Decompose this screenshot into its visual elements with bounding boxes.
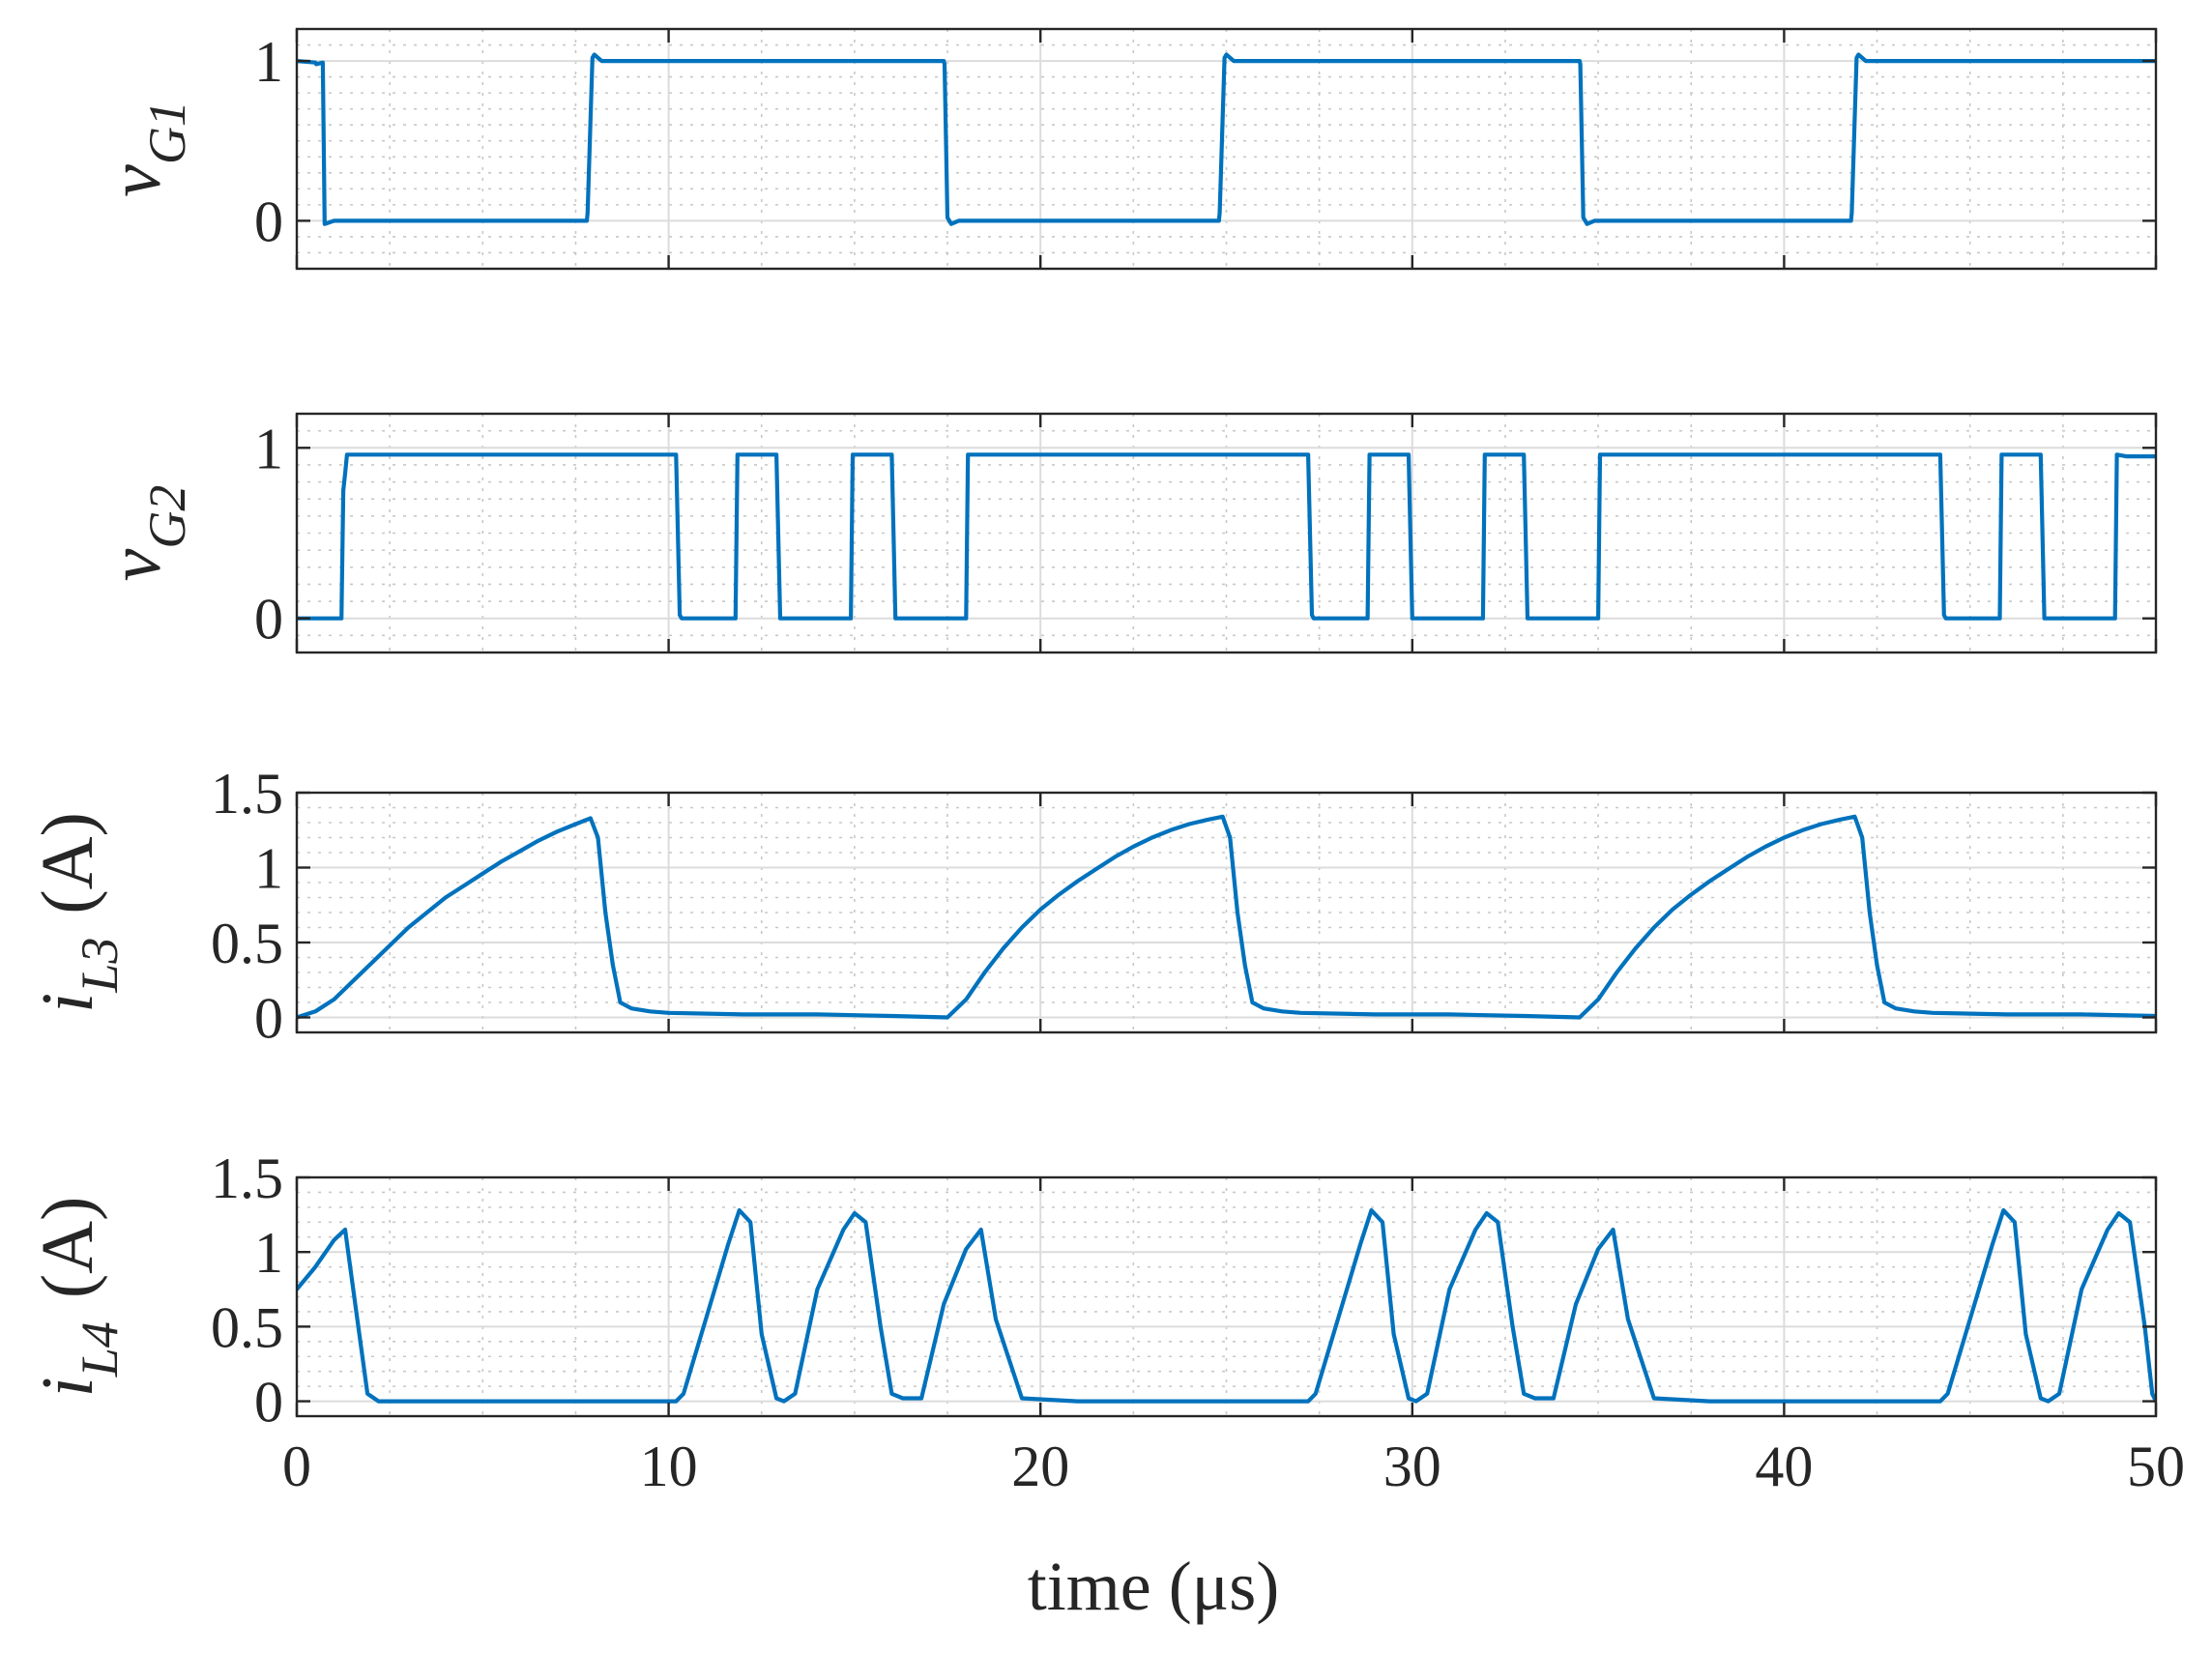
subplot-vG1: 0 1 vG1: [95, 27, 2158, 271]
y-axis-label: vG2: [95, 485, 196, 582]
series-line-iL4: [297, 1207, 2156, 1404]
series-line-vG2: [297, 452, 2156, 621]
axes-frame: [295, 27, 2158, 271]
y-tick-label: 0: [254, 588, 283, 652]
y-tick-label: 1.5: [211, 762, 283, 826]
x-tick-label: 20: [1011, 1435, 1069, 1498]
y-tick-label: 1: [254, 1221, 283, 1285]
grid-vG2: [296, 413, 2157, 653]
y-axis-label: iL3(A): [27, 812, 129, 1013]
subplot-iL4: 0 0.5 1 1.5 iL4(A): [27, 1146, 2158, 1435]
x-axis-label: time (μs): [1028, 1548, 1280, 1625]
y-tick-label: 0: [254, 189, 283, 253]
x-tick-label: 40: [1755, 1435, 1813, 1498]
y-tick-label: 0: [254, 987, 283, 1051]
series-line-vG1: [297, 52, 2156, 226]
y-tick-label: 1: [254, 417, 283, 480]
x-tick-label: 50: [2127, 1435, 2185, 1498]
subplot-vG2: 0 1 vG2: [95, 412, 2158, 654]
x-tick-label: 10: [640, 1435, 698, 1498]
x-tick-labels: 0 10 20 30 40 50: [282, 1435, 2185, 1498]
axes-frame: [295, 791, 2158, 1034]
axes-frame: [295, 412, 2158, 654]
grid-vG1: [296, 28, 2157, 269]
y-axis-label: vG1: [95, 101, 196, 197]
y-tick-label: 0.5: [211, 912, 283, 975]
y-tick-label: 1: [254, 30, 283, 94]
y-tick-label: 0: [254, 1371, 283, 1435]
y-axis-label: iL4(A): [27, 1197, 129, 1398]
subplot-iL3: 0 0.5 1 1.5 iL3(A): [27, 762, 2158, 1051]
axes-frame: [295, 1175, 2158, 1418]
x-tick-label: 0: [282, 1435, 311, 1498]
x-tick-label: 30: [1383, 1435, 1441, 1498]
y-tick-label: 0.5: [211, 1295, 283, 1359]
y-tick-label: 1.5: [211, 1146, 283, 1210]
grid-iL4: [296, 1176, 2157, 1417]
subplot-stack: 0 1 vG1 0 1 vG2 0 0.5 1 1.5 iL3(A) 0 0.5 1 1.5 iL4(A): [27, 27, 2158, 1435]
y-tick-label: 1: [254, 837, 283, 901]
series-line-iL3: [297, 814, 2156, 1020]
